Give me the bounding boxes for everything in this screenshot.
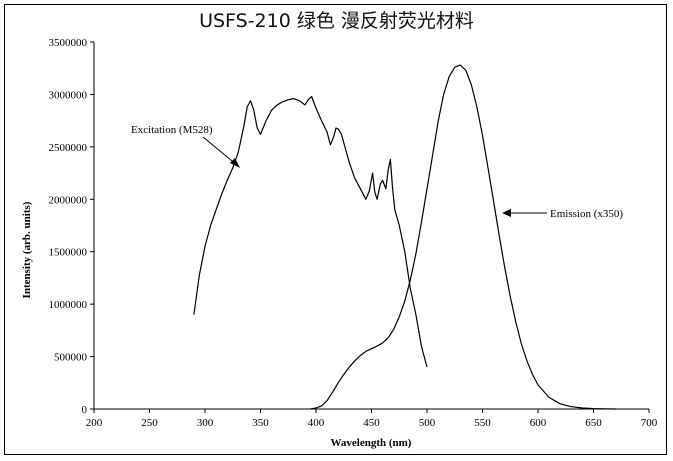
x-tick-label: 400	[308, 417, 325, 429]
x-axis-label: Wavelength (nm)	[331, 437, 412, 449]
y-tick-label: 2000000	[49, 194, 88, 206]
y-axis-label: Intensity (arb. units)	[21, 201, 33, 298]
chart-title: USFS-210 绿色 漫反射荧光材料	[199, 10, 474, 32]
x-tick-label: 200	[86, 417, 103, 429]
x-tick-label: 700	[641, 417, 658, 429]
axes: 200 250 300 350 400 450 500 550 600 650 700 0 500000…	[49, 37, 658, 429]
emission-arrow-head	[502, 209, 511, 217]
x-tick-label: 350	[252, 417, 269, 429]
annotation-layer: Excitation (M528) Emission (x350)	[131, 124, 623, 220]
emission-annotation: Emission (x350)	[550, 208, 623, 220]
emission-series-line	[310, 64, 616, 410]
excitation-arrow-head	[230, 158, 240, 168]
x-tick-label: 300	[197, 417, 214, 429]
excitation-annotation: Excitation (M528)	[131, 124, 213, 136]
series-layer	[193, 64, 616, 410]
x-tick-label: 250	[141, 417, 158, 429]
y-tick-label: 500000	[54, 352, 88, 364]
excitation-series-line	[193, 95, 428, 368]
y-tick-label: 0	[82, 404, 88, 416]
x-tick-label: 600	[530, 417, 547, 429]
y-tick-label: 1000000	[49, 299, 88, 311]
excitation-arrow-line	[202, 136, 238, 166]
y-tick-label: 2500000	[49, 142, 88, 154]
x-tick-label: 450	[363, 417, 380, 429]
x-tick-label: 500	[419, 417, 436, 429]
y-tick-label: 1500000	[49, 247, 88, 259]
x-tick-label: 650	[585, 417, 602, 429]
y-tick-label: 3500000	[49, 37, 88, 49]
x-tick-label: 550	[474, 417, 491, 429]
y-tick-label: 3000000	[49, 89, 88, 101]
chart-frame	[4, 4, 667, 455]
